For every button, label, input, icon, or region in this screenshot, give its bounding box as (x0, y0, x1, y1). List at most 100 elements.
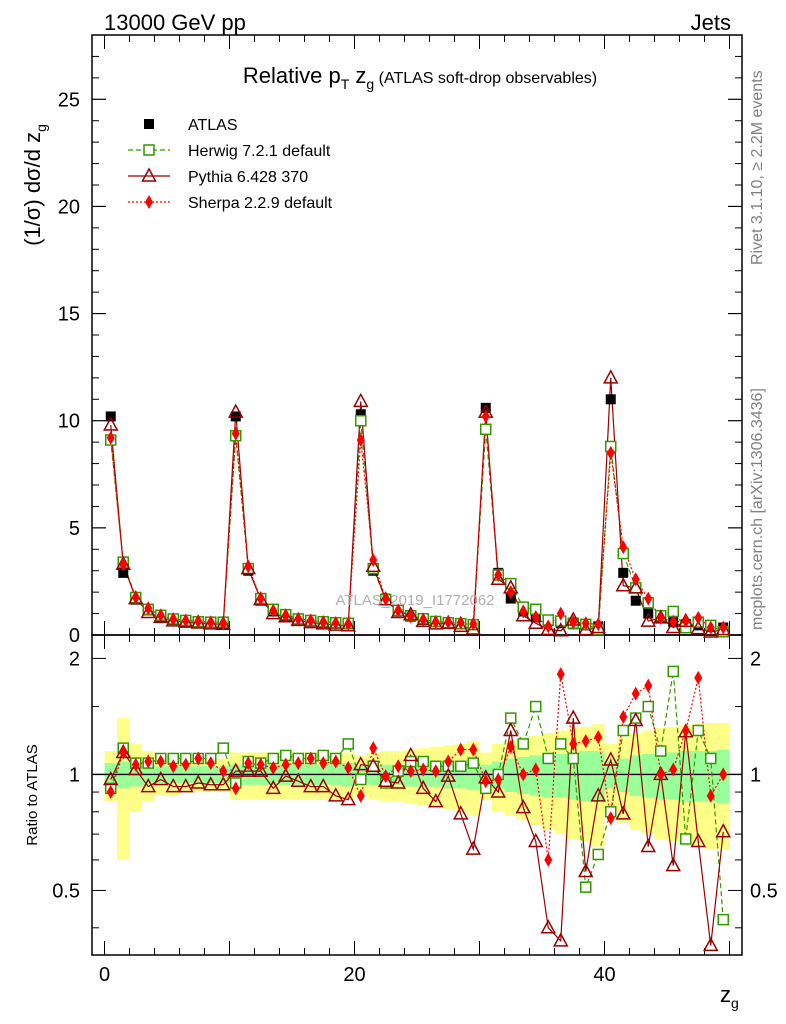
legend-marker (143, 144, 155, 156)
ratio-data-point (415, 779, 432, 795)
main-data-point (552, 622, 569, 637)
ratio-data-point (377, 772, 394, 788)
main-data-point (102, 416, 119, 431)
main-data-point (169, 612, 178, 627)
main-data-point (619, 540, 628, 555)
ratio-data-point (681, 723, 690, 738)
ratio-frame-box (91, 634, 743, 956)
title-sub2: g (366, 76, 374, 92)
title-sub: T (341, 76, 350, 92)
main-data-point (669, 614, 678, 629)
main-data-point (244, 559, 253, 574)
legend-label: Sherpa 2.2.9 default (188, 195, 333, 212)
main-data-point (519, 604, 528, 619)
ratio-data-point (667, 665, 679, 678)
main-data-point (294, 611, 303, 626)
main-data-point (140, 603, 157, 619)
ratio-data-point (617, 724, 629, 737)
x-tick-label: 0 (99, 964, 110, 986)
ratio-data-point (194, 751, 203, 766)
ratio-data-point (302, 777, 319, 793)
ratio-data-point (327, 787, 344, 802)
main-data-point (719, 620, 728, 635)
main-data-point (627, 579, 644, 594)
ratio-y-axis-label: Ratio to ATLAS (24, 744, 41, 845)
ratio-data-point (244, 756, 253, 771)
ratio-data-point (542, 752, 554, 765)
main-data-point (631, 572, 640, 587)
ratio-data-point (231, 781, 240, 796)
x-tick-label: 40 (593, 964, 615, 986)
main-data-point (581, 616, 590, 631)
title-tail: (ATLAS soft-drop observables) (374, 70, 597, 87)
ratio-data-point (665, 857, 682, 872)
header-left: 13000 GeV pp (104, 10, 246, 35)
ratio-data-point (669, 762, 678, 777)
ratio-data-point (506, 739, 515, 754)
main-data-point (119, 557, 128, 572)
ratio-data-point (140, 777, 157, 793)
ratio-data-point (419, 762, 428, 777)
main-ylabel-sub: g (33, 124, 49, 132)
ratio-data-point (402, 746, 419, 762)
main-data-point (515, 607, 532, 622)
ratio-data-point (567, 752, 579, 765)
main-data-point (406, 609, 415, 624)
uncertainty-bands (104, 718, 730, 860)
ratio-data-point (702, 936, 719, 952)
ratio-data-point (265, 779, 282, 795)
ratio-data-point (467, 757, 479, 769)
ratio-data-point (717, 913, 729, 926)
ratio-data-point (694, 670, 703, 685)
ratio-data-point (106, 785, 115, 800)
main-data-point (465, 620, 482, 635)
ratio-data-point (369, 741, 378, 756)
ratio-data-point (469, 742, 478, 757)
main-data-point (702, 623, 719, 638)
main-data-point (540, 620, 557, 636)
ratio-data-point (390, 774, 407, 789)
ratio-data-point (552, 932, 569, 947)
ratio-data-point (565, 709, 582, 724)
main-ylabel-text: (1/σ) dσ/d z (20, 132, 45, 246)
ratio-plot-frame: 0.5 0.51 12 20 20 40 (52, 634, 778, 986)
x-axis-label: zg (720, 982, 739, 1011)
main-data-point (602, 369, 619, 384)
ratio-data-point (530, 700, 542, 713)
ratio-data-point (644, 678, 653, 693)
main-data-point (144, 601, 153, 616)
main-data-point (656, 610, 665, 625)
ratio-data-point (344, 760, 353, 775)
band-inner (617, 758, 630, 793)
main-data-point (181, 613, 190, 628)
ratio-y-tick-label: 1 (69, 764, 80, 786)
ratio-data-point (680, 833, 692, 845)
main-y-tick-label: 5 (69, 518, 80, 540)
band-inner (629, 755, 642, 796)
band-inner (554, 753, 567, 798)
ratio-data-point (602, 751, 619, 766)
ratio-data-point (219, 764, 228, 779)
ratio-data-point (319, 756, 328, 771)
ratio-data-point (592, 848, 604, 861)
rivet-label: Rivet 3.1.10, ≥ 2.2M events (749, 70, 766, 265)
main-data-point (419, 612, 428, 627)
ratio-data-point (715, 823, 732, 838)
main-data-point (369, 553, 378, 567)
ratio-data-point (581, 734, 590, 749)
ratio-data-point (719, 767, 728, 782)
x-tick-label: 20 (343, 964, 365, 986)
xlabel-sub: g (731, 995, 739, 1011)
main-data-point (355, 409, 366, 420)
main-data-point (577, 621, 594, 636)
band-inner (542, 753, 555, 798)
ratio-y-tick-label: 0.5 (52, 880, 80, 902)
band-inner (592, 751, 605, 802)
ratio-data-point (165, 777, 182, 793)
ratio-data-point (340, 791, 357, 806)
main-data-point (644, 591, 653, 606)
ratio-data-point (527, 832, 544, 848)
main-data-point (590, 618, 607, 634)
ratio-data-point (494, 772, 503, 787)
